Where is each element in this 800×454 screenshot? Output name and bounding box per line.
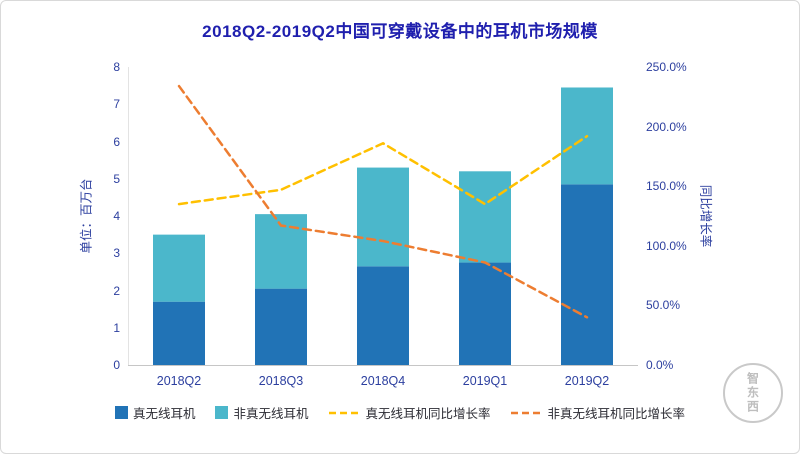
legend-dashed-line-icon [328,411,361,414]
bar-segment-non-true-wireless [459,171,511,263]
left-tick-label: 4 [113,209,120,223]
legend-swatch-icon [215,406,229,419]
right-tick-label: 150.0% [646,179,687,194]
bar-segment-true-wireless [561,184,613,365]
legend-item: 真无线耳机同比增长率 [328,403,491,422]
bar-segment-non-true-wireless [357,167,409,267]
x-axis-label: 2018Q4 [360,374,406,388]
right-tick-label: 0.0% [646,358,674,372]
left-axis-line [128,67,129,365]
right-tick-label: 200.0% [646,119,687,134]
chart-title: 2018Q2-2019Q2中国可穿戴设备中的耳机市场规模 [202,22,598,41]
right-tick-label: 250.0% [646,60,687,74]
legend: 真无线耳机 非真无线耳机 真无线耳机同比增长率 非真无线耳机同比增长率 [1,403,799,422]
right-tick-label: 50.0% [646,298,681,313]
bar-segment-true-wireless [459,262,511,365]
left-tick-label: 8 [113,60,120,74]
watermark-text: 智东西 [745,372,760,414]
legend-label: 真无线耳机同比增长率 [365,407,491,421]
legend-dashed-line-icon [510,411,543,414]
growth-line-non-true-wireless [177,84,589,319]
bar-segment-true-wireless [153,301,205,365]
legend-label: 真无线耳机 [132,407,196,421]
watermark-logo: 智东西 [723,363,783,423]
x-axis-label: 2019Q1 [462,374,508,388]
x-axis-label: 2018Q3 [258,374,304,388]
left-tick-label: 0 [113,358,120,372]
right-tick-label: 100.0% [646,238,687,253]
x-axis-label: 2019Q2 [564,374,610,388]
bar-segment-true-wireless [255,288,307,365]
left-tick-label: 7 [113,97,120,112]
legend-item: 真无线耳机 [114,403,196,422]
left-tick-label: 5 [113,171,120,186]
plot-area [153,84,613,365]
legend-label: 非真无线耳机同比增长率 [547,407,686,421]
left-tick-label: 3 [113,246,120,261]
legend-swatch-icon [114,406,128,419]
legend-label: 非真无线耳机 [233,407,309,421]
x-axis-line [128,365,638,366]
growth-line-true-wireless [177,134,589,206]
left-tick-label: 1 [113,320,120,335]
x-axis-label: 2018Q2 [156,374,202,388]
left-tick-label: 6 [113,134,120,149]
legend-item: 非真无线耳机 [215,403,309,422]
bar-segment-true-wireless [357,266,409,365]
legend-item: 非真无线耳机同比增长率 [510,403,686,422]
left-tick-label: 2 [113,283,120,298]
bar-segment-non-true-wireless [153,234,205,302]
